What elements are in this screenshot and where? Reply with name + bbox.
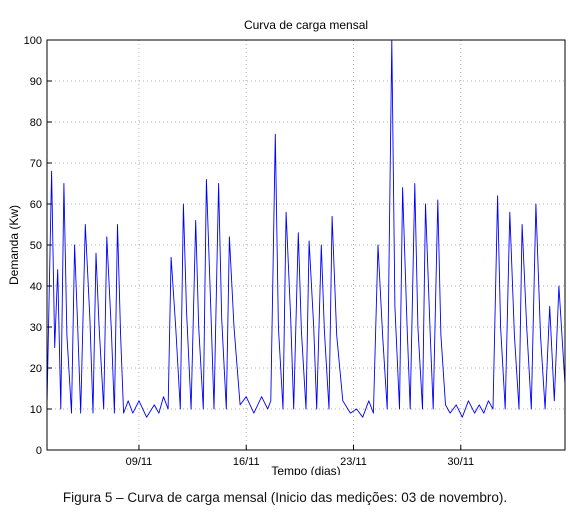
grid-lines — [47, 40, 565, 450]
load-curve-chart: Curva de carga mensal 0 10 20 30 40 50 60 70 80 9… — [7, 18, 566, 475]
x-tick-label: 09/11 — [126, 456, 153, 468]
y-tick-label: 90 — [30, 76, 42, 88]
x-axis-ticks: 09/11 16/11 23/11 30/11 — [126, 445, 474, 468]
y-tick-label: 60 — [30, 199, 42, 211]
x-axis-label: Tempo (dias) — [271, 464, 340, 475]
chart-title: Curva de carga mensal — [244, 18, 368, 32]
y-axis-ticks: 0 10 20 30 40 50 60 70 80 90 100 — [24, 35, 52, 457]
series-group — [46, 39, 566, 418]
y-tick-label: 80 — [30, 117, 42, 129]
y-tick-label: 30 — [30, 322, 42, 334]
x-tick-label: 30/11 — [447, 456, 474, 468]
x-tick-label: 23/11 — [340, 456, 367, 468]
y-tick-label: 40 — [30, 281, 42, 293]
y-tick-label: 0 — [36, 445, 42, 457]
x-tick-label: 16/11 — [233, 456, 260, 468]
series-line — [46, 39, 566, 418]
y-axis-label: Demanda (Kw) — [7, 205, 21, 285]
y-tick-label: 50 — [30, 240, 42, 252]
y-tick-label: 10 — [30, 404, 42, 416]
figure-caption: Figura 5 – Curva de carga mensal (Inicio… — [62, 490, 508, 505]
y-tick-label: 100 — [24, 35, 42, 47]
y-tick-label: 20 — [30, 363, 42, 375]
y-tick-label: 70 — [30, 158, 42, 170]
